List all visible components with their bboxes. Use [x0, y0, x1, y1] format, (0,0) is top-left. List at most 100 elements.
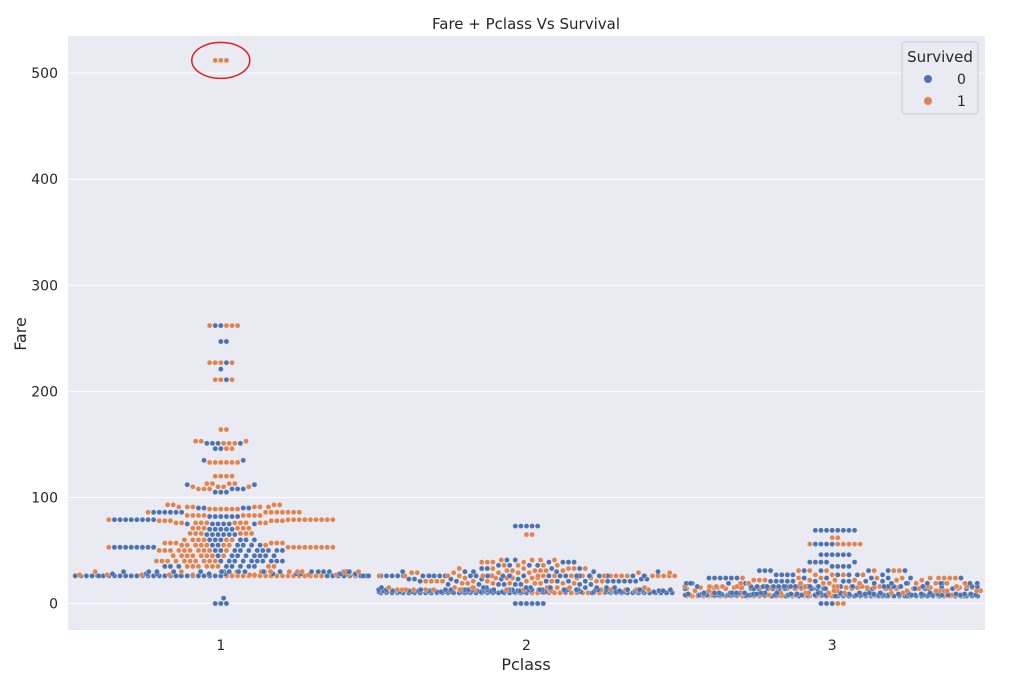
swarm-point-class1-survived0-244 [227, 532, 232, 537]
swarm-point-class1-survived1-216 [199, 543, 204, 548]
legend-title: Survived [907, 48, 973, 66]
swarm-point-class1-survived0-114 [242, 569, 247, 574]
swarm-point-class3-survived0-1197 [869, 575, 874, 580]
swarm-point-class2-survived0-773 [496, 563, 501, 568]
swarm-point-class1-survived1-334 [224, 506, 229, 511]
swarm-point-class3-survived1-1229 [807, 568, 812, 573]
swarm-point-class2-survived0-663 [418, 579, 423, 584]
swarm-point-class1-survived0-190 [280, 548, 285, 553]
swarm-point-class2-survived1-716 [377, 573, 382, 578]
swarm-point-class1-survived1-65 [167, 572, 172, 577]
swarm-point-class2-survived0-593 [491, 587, 496, 592]
swarm-point-class1-survived1-162 [199, 553, 204, 558]
swarm-point-class1-survived1-250 [243, 531, 248, 536]
swarm-point-class2-survived0-542 [617, 588, 622, 593]
swarm-point-class2-survived0-782 [572, 560, 577, 565]
swarm-point-class2-survived0-589 [625, 587, 630, 592]
swarm-point-class3-survived1-1267 [835, 535, 840, 540]
swarm-point-class3-survived0-1230 [802, 568, 807, 573]
swarm-point-class1-survived1-158 [210, 553, 215, 558]
swarm-point-class1-survived1-132 [266, 564, 271, 569]
swarm-point-class1-survived1-408 [229, 360, 234, 365]
swarm-point-class1-survived0-142 [241, 558, 246, 563]
swarm-point-class1-survived1-235 [201, 537, 206, 542]
swarm-point-class1-survived1-314 [246, 513, 251, 518]
swarm-point-class2-survived0-634 [446, 582, 451, 587]
swarm-point-class1-survived1-417 [235, 323, 240, 328]
swarm-point-class2-survived0-622 [524, 585, 529, 590]
swarm-point-class1-survived1-151 [165, 558, 170, 563]
swarm-point-class3-survived0-1247 [813, 560, 818, 565]
swarm-point-class2-survived0-762 [479, 566, 484, 571]
swarm-point-class1-survived1-128 [190, 564, 195, 569]
swarm-point-class1-survived1-147 [182, 558, 187, 563]
swarm-point-class3-survived0-1174 [925, 581, 930, 586]
swarm-point-class1-survived0-98 [261, 569, 266, 574]
swarm-point-class1-survived0-152 [274, 558, 279, 563]
swarm-point-class1-survived1-225 [269, 540, 274, 545]
swarm-point-class2-survived0-707 [395, 573, 400, 578]
swarm-point-class2-survived0-795 [513, 523, 518, 528]
swarm-point-class3-survived0-1258 [824, 541, 829, 546]
swarm-point-class1-survived0-319 [179, 510, 184, 515]
swarm-point-class1-survived0-360 [241, 486, 246, 491]
swarm-point-class1-survived1-350 [271, 502, 276, 507]
swarm-point-class1-survived0-258 [207, 527, 212, 532]
swarm-point-class2-survived0-767 [527, 563, 532, 568]
swarm-point-class2-survived1-566 [411, 587, 416, 592]
swarm-point-class1-survived0-307 [213, 514, 218, 519]
swarm-point-class3-survived1-1190 [757, 578, 762, 583]
swarm-point-class3-survived1-1185 [832, 578, 837, 583]
swarm-point-class2-survived0-631 [476, 582, 481, 587]
swarm-point-class1-survived0-384 [218, 446, 223, 451]
swarm-point-class3-survived0-1275 [852, 528, 857, 533]
swarm-point-class1-survived1-264 [190, 526, 195, 531]
swarm-point-class1-survived0-266 [215, 521, 220, 526]
swarm-point-class2-survived1-617 [567, 585, 572, 590]
swarm-point-class1-survived0-188 [274, 548, 279, 553]
swarm-point-class3-survived0-1195 [802, 575, 807, 580]
swarm-point-class1-survived0-58 [366, 573, 371, 578]
swarm-point-class2-survived1-759 [490, 566, 495, 571]
swarm-point-class1-survived1-251 [193, 531, 198, 536]
swarm-point-class3-survived1-1168 [962, 581, 967, 586]
swarm-point-class2-survived1-757 [521, 566, 526, 571]
swarm-point-class2-survived1-688 [569, 573, 574, 578]
swarm-point-class2-survived0-421 [524, 601, 529, 606]
swarm-point-class1-survived1-357 [207, 486, 212, 491]
swarm-point-class1-survived1-111 [268, 569, 273, 574]
x-axis-label: Pclass [501, 655, 550, 674]
swarm-point-class1-survived0-108 [146, 569, 151, 574]
swarm-point-class2-survived0-784 [513, 557, 518, 562]
swarm-point-class1-survived1-253 [187, 531, 192, 536]
swarm-point-class1-survived1-262 [196, 526, 201, 531]
swarm-point-class1-survived1-239 [190, 537, 195, 542]
swarm-point-class1-survived0-340 [241, 505, 246, 510]
swarm-point-class3-survived0-1209 [718, 575, 723, 580]
swarm-point-class2-survived1-649 [471, 579, 476, 584]
swarm-point-class1-survived1-69 [77, 572, 82, 577]
swarm-point-class3-survived0-1268 [830, 528, 835, 533]
swarm-point-class2-survived1-651 [594, 579, 599, 584]
swarm-point-class2-survived0-654 [605, 579, 610, 584]
swarm-point-class1-survived1-126 [196, 564, 201, 569]
swarm-point-class1-survived1-208 [330, 545, 335, 550]
swarm-point-class2-survived0-629 [502, 582, 507, 587]
swarm-point-class1-survived1-418 [218, 58, 223, 63]
swarm-point-class2-survived0-644 [544, 579, 549, 584]
swarm-point-class1-survived1-179 [196, 548, 201, 553]
swarm-point-class1-survived1-346 [257, 504, 262, 509]
swarm-point-class1-survived1-224 [173, 540, 178, 545]
swarm-point-class1-survived0-300 [117, 517, 122, 522]
swarm-point-class1-survived0-247 [204, 532, 209, 537]
swarm-point-class1-survived1-376 [218, 460, 223, 465]
swarm-point-class1-survived1-345 [185, 504, 190, 509]
swarm-point-class2-survived0-603 [537, 587, 542, 592]
swarm-point-class1-survived0-180 [246, 548, 251, 553]
swarm-point-class2-survived1-588 [457, 587, 462, 592]
swarm-point-class3-survived0-1184 [768, 579, 773, 584]
swarm-point-class3-survived0-1140 [850, 584, 855, 589]
swarm-point-class3-survived0-1270 [824, 528, 829, 533]
swarm-point-class1-survived0-329 [151, 510, 156, 515]
swarm-point-class3-survived1-1158 [738, 581, 743, 586]
